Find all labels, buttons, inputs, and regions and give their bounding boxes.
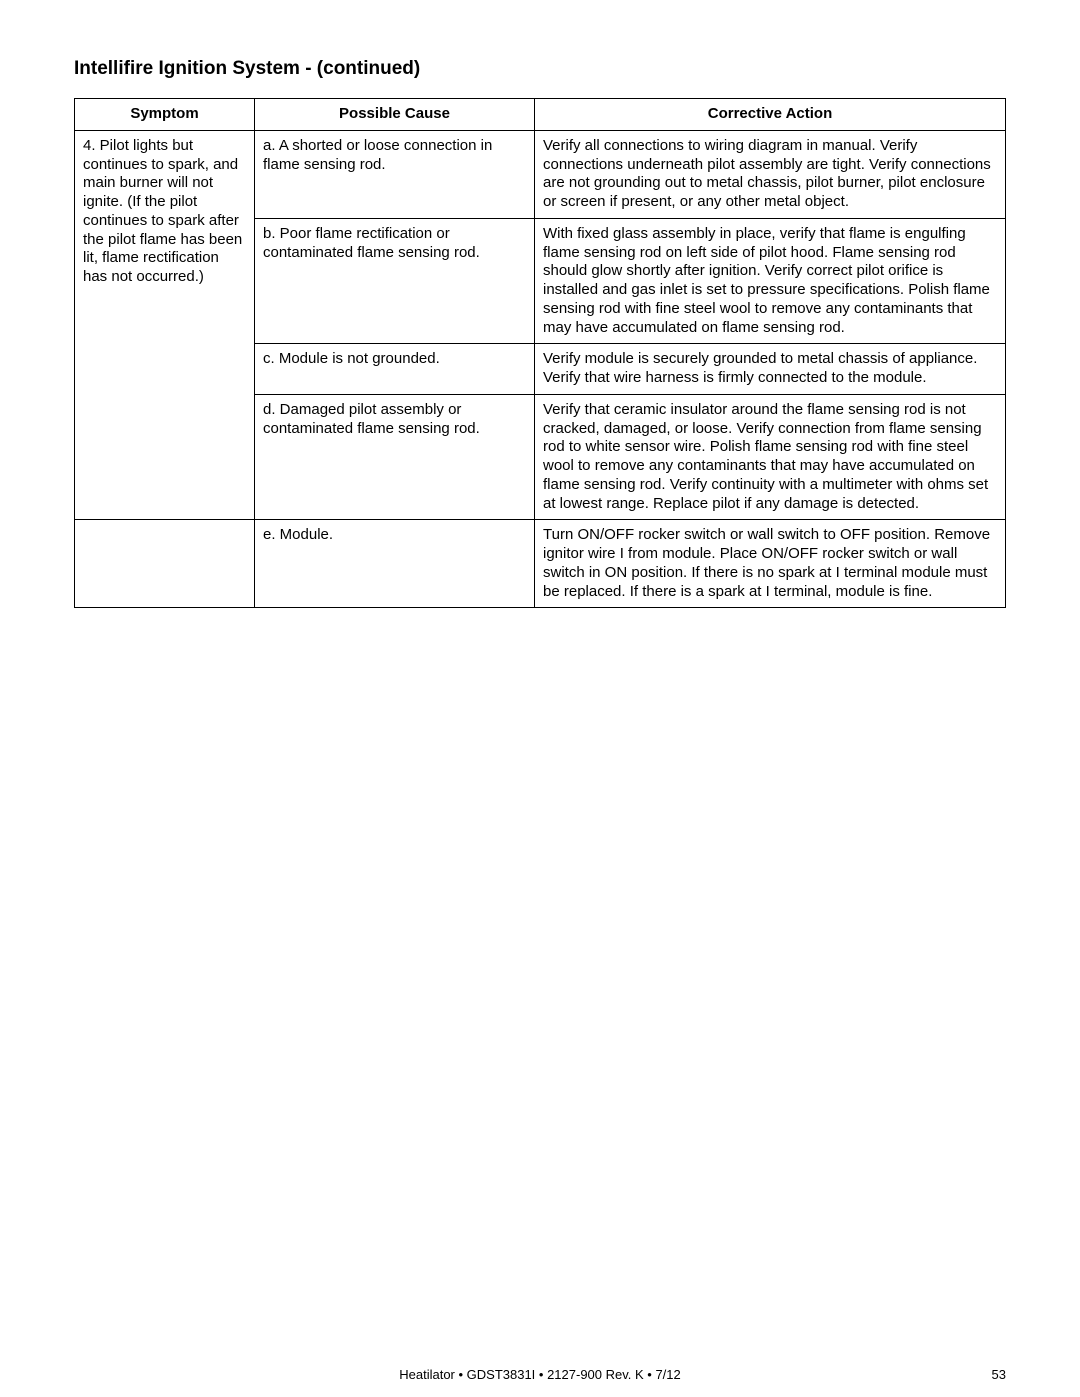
footer-text: Heatilator • GDST3831I • 2127-900 Rev. K… — [74, 1367, 1006, 1382]
cause-cell: b. Poor ﬂame rectiﬁcation or contaminate… — [255, 218, 535, 344]
table-row: e. Module. Turn ON/OFF rocker switch or … — [75, 520, 1006, 608]
cause-cell: c. Module is not grounded. — [255, 344, 535, 395]
symptom-cell: 4. Pilot lights but continues to spark, … — [75, 130, 255, 520]
col-header-symptom: Symptom — [75, 99, 255, 131]
cause-cell: e. Module. — [255, 520, 535, 608]
action-cell: Verify all connections to wiring diagram… — [535, 130, 1006, 218]
action-cell: Turn ON/OFF rocker switch or wall switch… — [535, 520, 1006, 608]
troubleshooting-table: Symptom Possible Cause Corrective Action… — [74, 98, 1006, 608]
cause-cell: d. Damaged pilot assembly or contaminate… — [255, 394, 535, 520]
section-title: Intelliﬁre Ignition System - (continued) — [74, 58, 1006, 80]
action-cell: Verify that ceramic insulator around the… — [535, 394, 1006, 520]
page-number: 53 — [992, 1367, 1006, 1382]
symptom-cell-empty — [75, 520, 255, 608]
page: Intelliﬁre Ignition System - (continued)… — [0, 0, 1080, 1397]
table-row: 4. Pilot lights but continues to spark, … — [75, 130, 1006, 218]
action-cell: Verify module is securely grounded to me… — [535, 344, 1006, 395]
cause-cell: a. A shorted or loose connection in ﬂame… — [255, 130, 535, 218]
col-header-action: Corrective Action — [535, 99, 1006, 131]
col-header-cause: Possible Cause — [255, 99, 535, 131]
table-header-row: Symptom Possible Cause Corrective Action — [75, 99, 1006, 131]
action-cell: With ﬁxed glass assembly in place, verif… — [535, 218, 1006, 344]
